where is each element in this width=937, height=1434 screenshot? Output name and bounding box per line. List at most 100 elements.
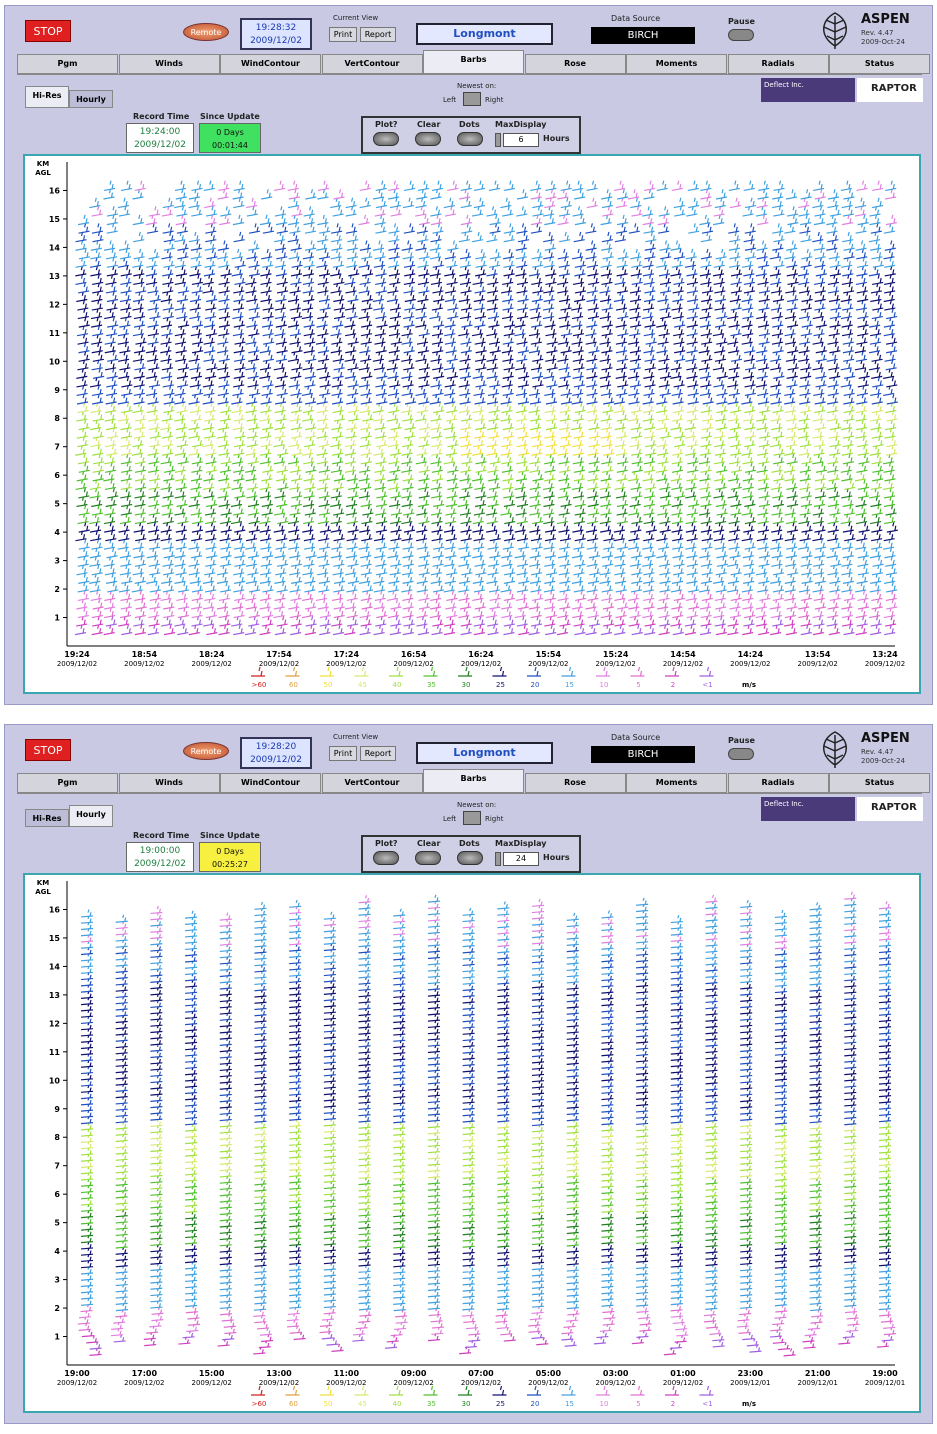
report-button[interactable]: Report	[360, 746, 396, 761]
since-days: 0 Days	[200, 845, 260, 858]
app-name: ASPEN	[861, 12, 910, 27]
right-label: Right	[485, 815, 503, 823]
tab-body	[17, 793, 922, 794]
remote-button[interactable]: Remote	[183, 742, 229, 760]
y-tick-label: 1	[54, 1333, 60, 1342]
app-date: 2009-Oct-24	[861, 757, 905, 765]
y-axis-label: AGL	[35, 169, 51, 177]
tab[interactable]: Rose	[525, 773, 626, 793]
x-tick-date: 2009/12/02	[57, 660, 97, 668]
subtab[interactable]: Hourly	[69, 90, 113, 108]
dots-toggle[interactable]	[457, 132, 483, 146]
subtab[interactable]: Hi-Res	[25, 809, 69, 827]
app-window: STOPRemote19:28:202009/12/02Current View…	[4, 724, 933, 1424]
x-tick-time: 15:00	[199, 1369, 225, 1378]
tab[interactable]: VertContour	[322, 54, 423, 74]
x-tick-time: 07:00	[468, 1369, 494, 1378]
clear-toggle[interactable]	[415, 851, 441, 865]
clock-box: 19:28:202009/12/02	[240, 737, 312, 769]
raptor-logo: RAPTOR	[857, 78, 923, 102]
data-source-label: Data Source	[611, 14, 660, 23]
tab[interactable]: WindContour	[220, 773, 321, 793]
x-tick-date: 2009/12/02	[393, 660, 433, 668]
x-tick-time: 17:54	[266, 650, 292, 659]
x-tick-time: 16:24	[468, 650, 494, 659]
x-tick-date: 2009/12/02	[595, 660, 635, 668]
x-tick-date: 2009/12/02	[124, 1379, 164, 1387]
y-tick-label: 14	[49, 243, 61, 252]
y-tick-label: 16	[49, 905, 61, 914]
spin-arrows[interactable]	[495, 133, 501, 147]
stop-button[interactable]: STOP	[25, 20, 71, 42]
tab-body	[17, 74, 922, 75]
max-display-box[interactable]: 24	[503, 852, 539, 866]
print-button[interactable]: Print	[329, 27, 357, 42]
legend-label: 20	[531, 1400, 540, 1408]
app-date: 2009-Oct-24	[861, 38, 905, 46]
plot-toggle[interactable]	[373, 851, 399, 865]
record-time: 19:00:00	[127, 845, 193, 858]
tab[interactable]: Pgm	[17, 773, 118, 793]
right-label: Right	[485, 96, 503, 104]
report-button[interactable]: Report	[360, 27, 396, 42]
legend-label: 30	[462, 1400, 471, 1408]
tab[interactable]: Radials	[728, 54, 829, 74]
tab[interactable]: VertContour	[322, 773, 423, 793]
remote-button[interactable]: Remote	[183, 23, 229, 41]
x-tick-time: 05:00	[536, 1369, 562, 1378]
pause-toggle[interactable]	[728, 748, 754, 760]
x-tick-date: 2009/12/01	[865, 1379, 905, 1387]
clock-time: 19:28:20	[242, 741, 310, 754]
stop-button[interactable]: STOP	[25, 739, 71, 761]
tab[interactable]: WindContour	[220, 54, 321, 74]
tab[interactable]: Moments	[626, 773, 727, 793]
tab[interactable]: Pgm	[17, 54, 118, 74]
legend-label: <1	[702, 1400, 712, 1408]
x-tick-time: 19:24	[64, 650, 90, 659]
x-tick-time: 13:00	[266, 1369, 292, 1378]
legend-label: 25	[496, 1400, 505, 1408]
print-button[interactable]: Print	[329, 746, 357, 761]
direction-switch[interactable]	[463, 92, 481, 106]
tab[interactable]: Radials	[728, 773, 829, 793]
clear-label: Clear	[417, 839, 440, 848]
legend-label: >60	[252, 681, 267, 689]
tab[interactable]: Status	[829, 773, 930, 793]
newest-on-label: Newest on:	[457, 801, 496, 809]
tab[interactable]: Barbs	[423, 50, 524, 74]
y-tick-label: 15	[49, 934, 61, 943]
x-tick-time: 18:24	[199, 650, 225, 659]
spin-arrows[interactable]	[495, 852, 501, 866]
plot-toggle[interactable]	[373, 132, 399, 146]
since-update-box: 0 Days00:01:44	[199, 123, 261, 153]
max-display-box[interactable]: 6	[503, 133, 539, 147]
x-tick-date: 2009/12/01	[797, 1379, 837, 1387]
y-tick-label: 9	[54, 386, 60, 395]
clear-label: Clear	[417, 120, 440, 129]
tab[interactable]: Barbs	[423, 769, 524, 793]
dots-toggle[interactable]	[457, 851, 483, 865]
record-date: 2009/12/02	[127, 139, 193, 152]
app-rev: Rev. 4.47	[861, 748, 894, 756]
clock-time: 19:28:32	[242, 22, 310, 35]
clock-date: 2009/12/02	[242, 754, 310, 767]
x-tick-date: 2009/12/02	[393, 1379, 433, 1387]
clear-toggle[interactable]	[415, 132, 441, 146]
y-tick-label: 8	[54, 414, 60, 423]
location-box: Longmont	[416, 23, 553, 45]
tab[interactable]: Winds	[119, 54, 220, 74]
y-tick-label: 13	[49, 272, 60, 281]
subtab[interactable]: Hi-Res	[25, 86, 69, 108]
direction-switch[interactable]	[463, 811, 481, 825]
clock-date: 2009/12/02	[242, 35, 310, 48]
tab[interactable]: Winds	[119, 773, 220, 793]
subtab[interactable]: Hourly	[69, 805, 113, 827]
tab[interactable]: Rose	[525, 54, 626, 74]
tab[interactable]: Status	[829, 54, 930, 74]
data-source-label: Data Source	[611, 733, 660, 742]
y-tick-label: 12	[49, 300, 60, 309]
y-tick-label: 1	[54, 614, 60, 623]
tab[interactable]: Moments	[626, 54, 727, 74]
pause-toggle[interactable]	[728, 29, 754, 41]
x-tick-date: 2009/12/02	[124, 660, 164, 668]
